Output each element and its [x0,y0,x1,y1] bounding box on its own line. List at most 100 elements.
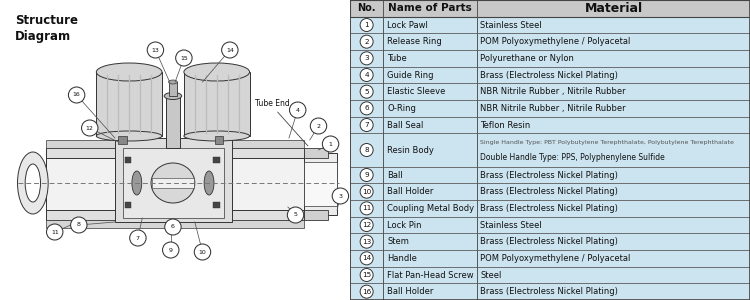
Ellipse shape [68,87,85,103]
Ellipse shape [184,63,250,81]
Ellipse shape [360,218,374,232]
Bar [124,157,131,163]
Polygon shape [184,72,250,136]
Text: Brass (Electroless Nickel Plating): Brass (Electroless Nickel Plating) [480,287,618,296]
Ellipse shape [287,207,304,223]
Bar [214,202,220,208]
Text: 10: 10 [362,189,371,195]
Polygon shape [304,153,337,215]
Ellipse shape [360,52,374,65]
Text: Brass (Electroless Nickel Plating): Brass (Electroless Nickel Plating) [480,187,618,196]
Polygon shape [46,148,304,220]
Bar [169,82,177,96]
Bar [124,202,131,208]
Text: 13: 13 [362,239,371,245]
Text: Resin Body: Resin Body [387,146,434,154]
Ellipse shape [132,171,142,195]
Ellipse shape [360,252,374,265]
Text: 3: 3 [364,55,369,61]
Polygon shape [46,220,304,228]
Text: 7: 7 [364,122,369,128]
Ellipse shape [130,230,146,246]
Bar [350,233,750,250]
Ellipse shape [360,143,374,157]
Text: Brass (Electroless Nickel Plating): Brass (Electroless Nickel Plating) [480,70,618,80]
Text: Tube: Tube [387,54,406,63]
Ellipse shape [194,244,211,260]
Text: Polyurethane or Nylon: Polyurethane or Nylon [480,54,574,63]
Bar [350,267,750,283]
Text: 13: 13 [152,47,159,52]
Text: Elastic Sleeve: Elastic Sleeve [387,87,446,96]
Text: 7: 7 [136,236,140,241]
Ellipse shape [96,131,162,141]
Text: Ball Seal: Ball Seal [387,121,424,130]
Ellipse shape [82,120,98,136]
Bar [350,33,750,50]
Text: 12: 12 [362,222,371,228]
Text: Teflon Resin: Teflon Resin [480,121,530,130]
Text: Stainless Steel: Stainless Steel [480,220,542,230]
Text: 9: 9 [169,248,172,253]
Polygon shape [304,210,328,220]
Text: Material: Material [584,2,643,15]
Text: Ball Holder: Ball Holder [387,187,433,196]
Ellipse shape [360,268,374,281]
Bar [350,50,750,67]
Ellipse shape [17,152,48,214]
Bar [350,67,750,83]
Ellipse shape [169,80,177,84]
Text: Double Handle Type: PPS, Polyphenylene Sulfide: Double Handle Type: PPS, Polyphenylene S… [480,153,665,162]
Ellipse shape [360,285,374,298]
Text: NBR Nitrile Rubber , Nitrile Rubber: NBR Nitrile Rubber , Nitrile Rubber [480,104,626,113]
Ellipse shape [360,102,374,115]
Text: 11: 11 [362,205,371,211]
Text: 14: 14 [362,255,371,261]
Ellipse shape [26,164,40,202]
Ellipse shape [360,85,374,98]
Text: 1: 1 [328,142,332,146]
Text: 6: 6 [171,224,175,230]
Ellipse shape [46,224,63,240]
Text: Single Handle Type: PBT Polybutylene Terephthalate, Polybutylene Terephthalate: Single Handle Type: PBT Polybutylene Ter… [480,140,734,145]
Ellipse shape [176,50,192,66]
Bar [350,17,750,33]
Bar [350,283,750,300]
Text: 2: 2 [316,124,320,128]
Ellipse shape [222,42,238,58]
Polygon shape [304,162,337,206]
Bar [350,133,750,167]
Bar [350,200,750,217]
Ellipse shape [151,163,195,203]
Ellipse shape [184,131,250,141]
Ellipse shape [163,242,179,258]
Polygon shape [96,72,162,136]
Text: Brass (Electroless Nickel Plating): Brass (Electroless Nickel Plating) [480,170,618,179]
Text: Coupling Metal Body: Coupling Metal Body [387,204,474,213]
Ellipse shape [360,19,374,32]
Text: NBR Nitrile Rubber , Nitrile Rubber: NBR Nitrile Rubber , Nitrile Rubber [480,87,626,96]
Bar [350,250,750,267]
Polygon shape [304,148,328,158]
Bar [350,167,750,183]
Text: 16: 16 [362,289,371,295]
Polygon shape [46,158,304,210]
Ellipse shape [322,136,339,152]
Polygon shape [166,96,179,148]
Text: 10: 10 [199,250,206,254]
Text: 12: 12 [86,125,94,130]
Text: 3: 3 [338,194,343,199]
Ellipse shape [360,68,374,82]
Ellipse shape [290,102,306,118]
Bar [350,83,750,100]
Text: 11: 11 [51,230,58,235]
Text: Structure
Diagram: Structure Diagram [15,14,78,43]
Text: Lock Pin: Lock Pin [387,220,422,230]
Bar [350,183,750,200]
Text: POM Polyoxymethylene / Polyacetal: POM Polyoxymethylene / Polyacetal [480,254,631,263]
Text: Release Ring: Release Ring [387,37,442,46]
Bar [350,217,750,233]
Polygon shape [46,140,304,148]
Text: 14: 14 [226,47,234,52]
Text: 1: 1 [364,22,369,28]
